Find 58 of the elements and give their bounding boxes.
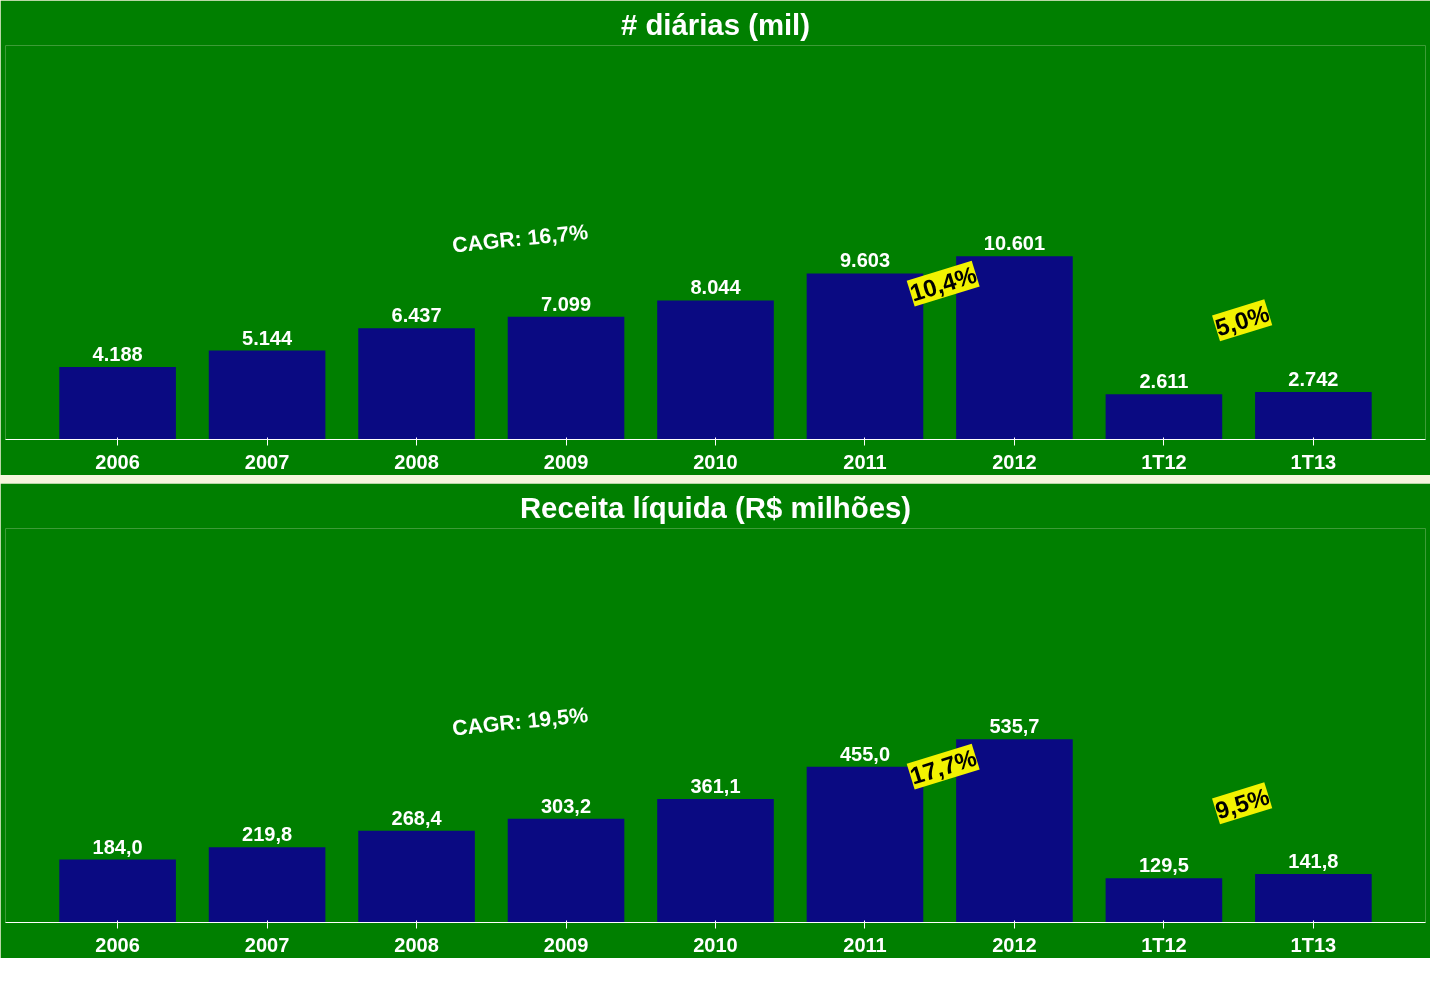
data-label: 6.437 — [391, 304, 442, 327]
data-label: 4.188 — [92, 343, 143, 366]
x-tick-label: 2010 — [693, 450, 738, 473]
x-tick-label: 2008 — [394, 933, 439, 956]
bar — [358, 328, 475, 440]
data-label: 9.603 — [839, 249, 891, 272]
bar — [657, 300, 774, 440]
data-label: 129,5 — [1138, 854, 1189, 877]
data-label: 5.144 — [242, 326, 293, 349]
bar — [59, 859, 176, 923]
x-tick-label: 2012 — [992, 450, 1037, 473]
annotation: 10,4% — [906, 260, 980, 307]
bar — [507, 818, 625, 923]
data-label: 455,0 — [839, 742, 891, 765]
bar — [1105, 394, 1223, 440]
x-tick-label: 1T13 — [1290, 933, 1337, 956]
x-tick-label: 2011 — [843, 450, 887, 473]
bar — [1255, 392, 1372, 440]
x-tick-label: 2007 — [244, 450, 290, 473]
x-tick-label: 2012 — [992, 933, 1037, 956]
data-label: 7.099 — [541, 292, 592, 315]
data-label: 184,0 — [92, 835, 143, 858]
data-label: 219,8 — [242, 823, 293, 846]
x-tick-label: 2010 — [693, 933, 738, 956]
bar — [59, 367, 176, 440]
data-label: 361,1 — [690, 774, 741, 797]
bar — [507, 316, 625, 440]
bar — [1105, 878, 1223, 923]
x-tick-label: 2008 — [394, 450, 439, 473]
chart-title: Receita líquida (R$ milhões) — [519, 490, 912, 524]
x-tick-label: 2007 — [244, 933, 290, 956]
x-tick-label: 2009 — [543, 450, 589, 473]
chart-title: # diárias (mil) — [620, 7, 811, 41]
bar — [1255, 873, 1372, 923]
bar — [358, 830, 475, 923]
x-tick-label: 1T12 — [1141, 933, 1187, 956]
data-label: 8.044 — [690, 276, 742, 299]
annotation: 9,5% — [1212, 782, 1273, 825]
annotation: 5,0% — [1212, 299, 1273, 342]
data-label: 268,4 — [391, 806, 443, 829]
data-label: 2.742 — [1288, 368, 1339, 391]
bar — [208, 847, 326, 923]
annotation: CAGR: 19,5% — [450, 703, 590, 741]
data-label: 303,2 — [541, 794, 592, 817]
bar — [208, 350, 326, 440]
data-label: 2.611 — [1139, 370, 1189, 393]
data-label: 141,8 — [1288, 849, 1339, 872]
x-tick-label: 2006 — [95, 933, 140, 956]
data-label: 535,7 — [989, 715, 1040, 738]
x-tick-label: 1T12 — [1141, 450, 1187, 473]
x-tick-label: 2009 — [543, 933, 589, 956]
bar — [657, 798, 774, 923]
x-tick-label: 2011 — [843, 933, 887, 956]
annotation: CAGR: 16,7% — [450, 220, 590, 258]
x-tick-label: 2006 — [95, 450, 140, 473]
annotation: 17,7% — [906, 743, 980, 790]
data-label: 10.601 — [983, 232, 1046, 255]
x-tick-label: 1T13 — [1290, 450, 1337, 473]
